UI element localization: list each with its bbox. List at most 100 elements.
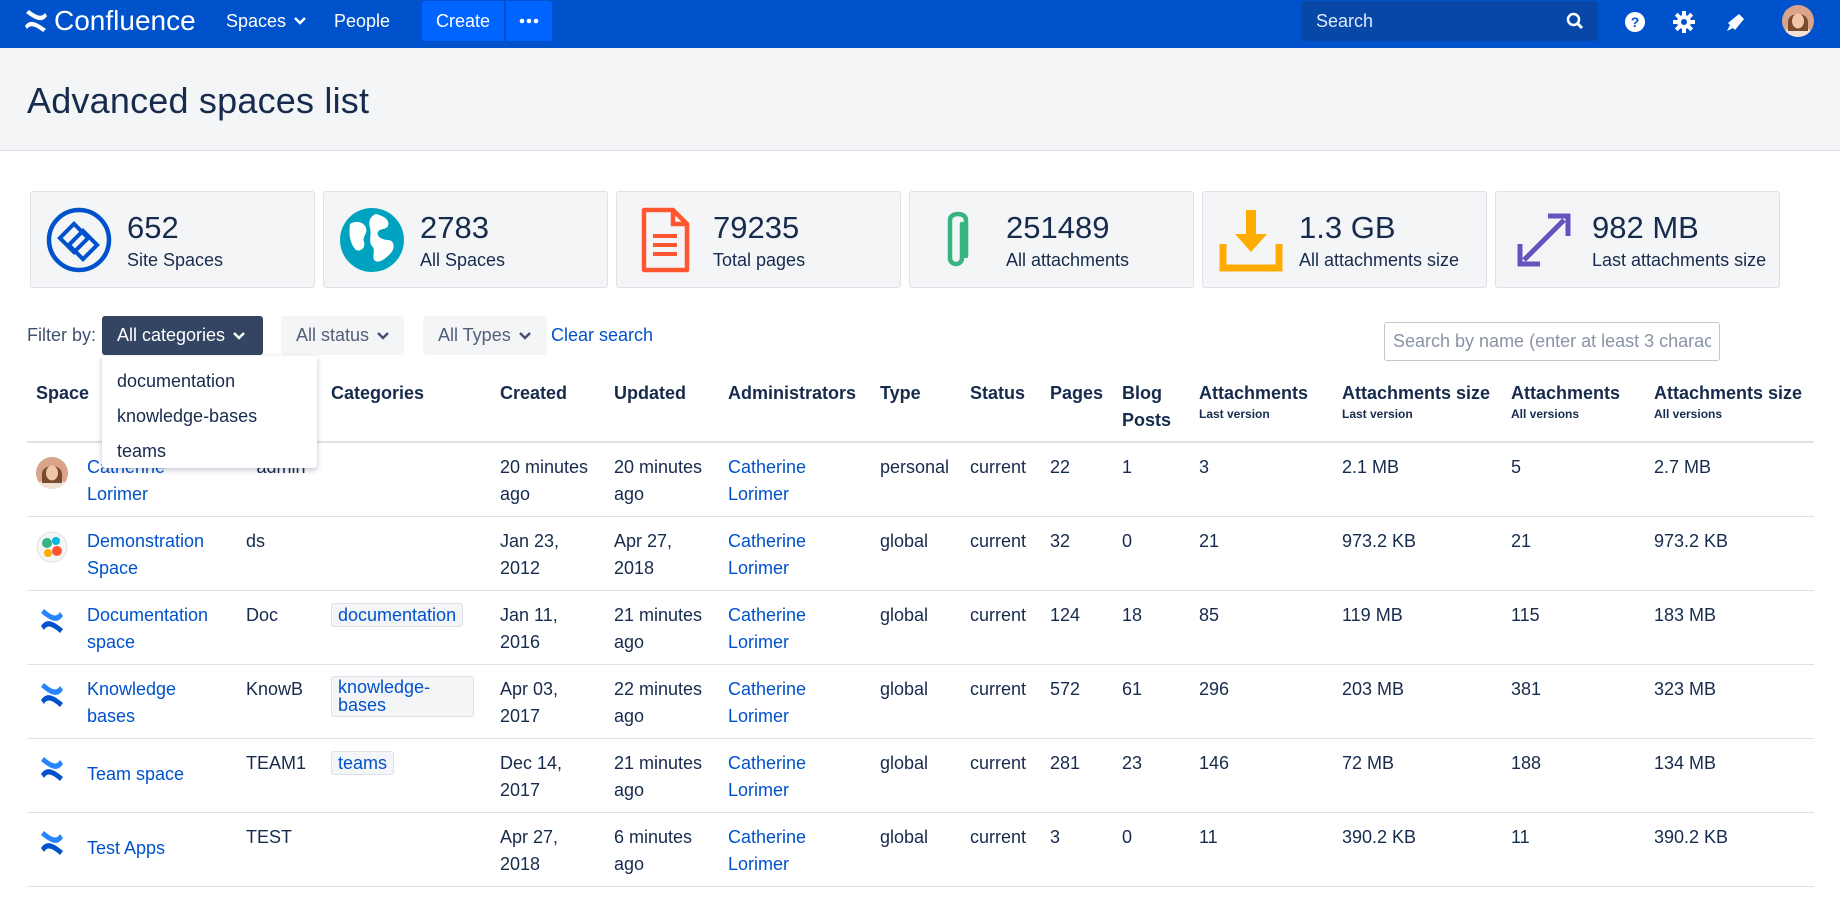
administrator-link[interactable]: Catherine Lorimer xyxy=(728,679,807,726)
create-button[interactable]: Create xyxy=(422,1,504,41)
administrator-link[interactable]: Catherine Lorimer xyxy=(728,457,807,504)
global-search-input[interactable] xyxy=(1316,10,1556,32)
col-attachments-all-sub: All versions xyxy=(1511,407,1580,421)
brand-name: Confluence xyxy=(54,5,196,36)
space-name-link[interactable]: Knowledge bases xyxy=(87,679,177,726)
category-lozenge[interactable]: teams xyxy=(331,751,395,775)
confluence-logo[interactable]: Confluence xyxy=(24,0,196,42)
demonstration-space-icon[interactable] xyxy=(36,531,68,563)
globe-icon xyxy=(340,208,404,272)
table-row: Demonstration Space ds Jan 23, 2012 Apr 27… xyxy=(27,517,1814,591)
category-cell: teams xyxy=(331,750,395,777)
updated-date: 21 minutes ago xyxy=(614,605,703,652)
filter-label: Filter by: xyxy=(27,325,97,345)
table-row: Test Apps TEST Apr 27, 2018 6 minutes ago … xyxy=(27,813,1814,887)
col-attachments-all[interactable]: Attachments All versions xyxy=(1511,380,1620,421)
administrator-link[interactable]: Catherine Lorimer xyxy=(728,605,807,652)
download-icon xyxy=(1219,210,1283,272)
col-attachments-size-last[interactable]: Attachments size Last version xyxy=(1342,380,1490,421)
updated-date: Apr 27, 2018 xyxy=(614,531,673,578)
col-blog-posts[interactable]: Blog Posts xyxy=(1122,380,1171,434)
category-lozenge[interactable]: knowledge-bases xyxy=(331,676,474,717)
space-name-link[interactable]: Test Apps xyxy=(87,838,166,858)
col-attachments-all-title: Attachments xyxy=(1511,383,1621,403)
col-type[interactable]: Type xyxy=(880,383,921,403)
col-updated[interactable]: Updated xyxy=(614,383,686,403)
create-more-button[interactable] xyxy=(506,1,552,41)
chevron-down-icon xyxy=(518,331,531,340)
attachments-size-all: 183 MB xyxy=(1654,605,1717,625)
attachments-size-all: 2.7 MB xyxy=(1654,457,1712,477)
status-filter-label: All status xyxy=(296,325,370,345)
stat-value: 652 xyxy=(127,210,179,245)
col-pages[interactable]: Pages xyxy=(1050,383,1104,403)
space-key: TEST xyxy=(246,827,293,847)
category-option-knowledge-bases[interactable]: knowledge-bases xyxy=(117,406,258,426)
confluence-space-icon[interactable] xyxy=(36,827,68,859)
pages-count: 22 xyxy=(1050,457,1071,477)
stat-label: All Spaces xyxy=(420,250,506,270)
col-blog-posts-line1: Blog xyxy=(1122,383,1162,403)
attachments-last-count: 85 xyxy=(1199,605,1220,625)
confluence-space-icon[interactable] xyxy=(36,753,68,785)
stat-label: Total pages xyxy=(713,250,806,270)
attachments-size-last: 973.2 KB xyxy=(1342,531,1417,551)
administrator-link[interactable]: Catherine Lorimer xyxy=(728,753,807,800)
blog-posts-count: 61 xyxy=(1122,679,1143,699)
chevron-down-icon xyxy=(294,17,306,25)
confluence-space-icon[interactable] xyxy=(36,679,68,711)
space-status: current xyxy=(970,531,1027,551)
people-link[interactable]: People xyxy=(334,10,391,31)
chevron-down-icon xyxy=(233,331,245,340)
notifications-megaphone-icon[interactable] xyxy=(1724,10,1748,34)
col-created[interactable]: Created xyxy=(500,383,568,403)
administrator-link[interactable]: Catherine Lorimer xyxy=(728,531,807,578)
paperclip-icon xyxy=(947,211,969,267)
created-date: Apr 27, 2018 xyxy=(500,827,559,874)
space-name-link[interactable]: Documentation space xyxy=(87,605,209,652)
created-date: 20 minutes ago xyxy=(500,457,589,504)
category-option-teams[interactable]: teams xyxy=(117,441,167,461)
administrator-link[interactable]: Catherine Lorimer xyxy=(728,827,807,874)
clear-search-link[interactable]: Clear search xyxy=(551,325,654,345)
status-filter[interactable]: All status xyxy=(281,316,404,355)
space-name-link[interactable]: Team space xyxy=(87,764,185,784)
space-name-search-input[interactable] xyxy=(1384,322,1720,361)
created-date: Jan 11, 2016 xyxy=(500,605,558,652)
space-type: global xyxy=(880,753,929,773)
attachments-last-count: 11 xyxy=(1199,827,1218,847)
global-search[interactable] xyxy=(1302,1,1598,41)
col-categories[interactable]: Categories xyxy=(331,383,425,403)
spaces-menu-label: Spaces xyxy=(226,10,287,31)
col-space[interactable]: Space xyxy=(36,383,90,403)
user-avatar[interactable] xyxy=(1782,5,1814,37)
col-attachments-last[interactable]: Attachments Last version xyxy=(1199,380,1308,421)
categories-filter[interactable]: All categories xyxy=(102,316,263,355)
search-icon[interactable] xyxy=(1566,12,1584,30)
col-attachments-size-all-title: Attachments size xyxy=(1654,383,1803,403)
attachments-size-all: 973.2 KB xyxy=(1654,531,1729,551)
space-type: personal xyxy=(880,457,950,477)
spaces-menu[interactable]: Spaces xyxy=(226,0,306,42)
col-attachments-size-all[interactable]: Attachments size All versions xyxy=(1654,380,1802,421)
user-avatar-icon[interactable] xyxy=(36,457,68,489)
category-option-documentation[interactable]: documentation xyxy=(117,371,236,391)
attachments-size-all: 390.2 KB xyxy=(1654,827,1729,847)
pages-count: 32 xyxy=(1050,531,1071,551)
col-administrators[interactable]: Administrators xyxy=(728,383,857,403)
help-icon[interactable]: ? xyxy=(1623,10,1647,34)
blog-posts-count: 0 xyxy=(1122,531,1133,551)
category-lozenge[interactable]: documentation xyxy=(331,603,464,627)
confluence-space-icon[interactable] xyxy=(36,605,68,637)
space-type: global xyxy=(880,531,929,551)
types-filter[interactable]: All Types xyxy=(423,316,547,355)
types-filter-label: All Types xyxy=(438,325,511,345)
stat-card-total-pages: 79235 Total pages xyxy=(616,191,901,288)
top-navigation: Confluence Spaces People Create ? xyxy=(0,0,1840,48)
col-status[interactable]: Status xyxy=(970,383,1026,403)
settings-gear-icon[interactable] xyxy=(1672,10,1696,34)
space-type: global xyxy=(880,679,929,699)
stat-value: 79235 xyxy=(713,210,800,245)
space-name-link[interactable]: Demonstration Space xyxy=(87,531,205,578)
